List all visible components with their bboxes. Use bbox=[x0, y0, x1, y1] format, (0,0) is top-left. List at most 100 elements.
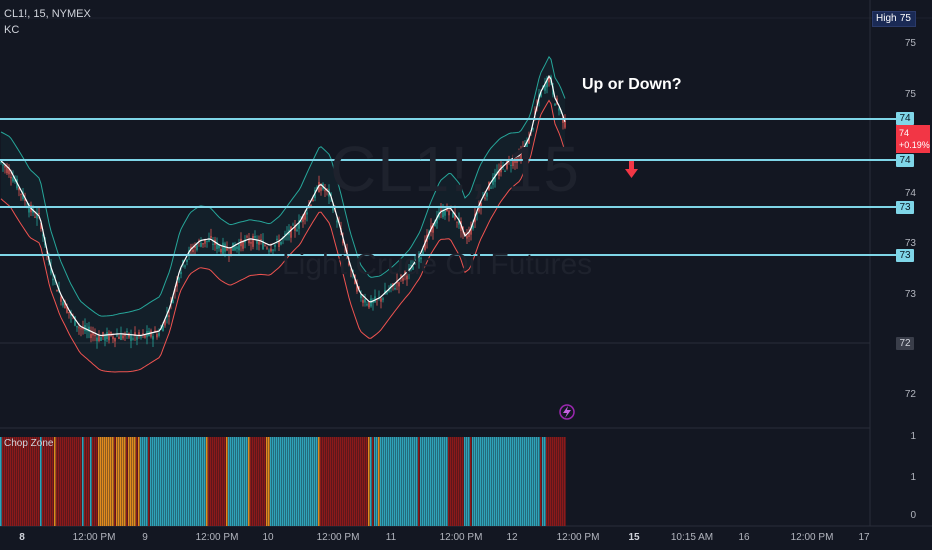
candle-body bbox=[80, 328, 82, 330]
chop-zone-bar bbox=[552, 437, 554, 526]
chop-zone-bar bbox=[326, 437, 328, 526]
chop-zone-bar bbox=[32, 437, 34, 526]
candle-body bbox=[442, 209, 444, 218]
chop-zone-bar bbox=[78, 437, 80, 526]
chop-zone-bar bbox=[504, 437, 506, 526]
chop-zone-bar bbox=[502, 437, 504, 526]
candle-body bbox=[302, 215, 304, 222]
kc-middle-line bbox=[0, 75, 566, 337]
chop-zone-bar bbox=[138, 437, 140, 526]
candle-body bbox=[114, 338, 116, 342]
candle-body bbox=[504, 170, 506, 172]
chop-zone-bar bbox=[200, 437, 202, 526]
chop-zone-bars bbox=[0, 437, 566, 526]
chop-zone-bar bbox=[500, 437, 502, 526]
keltner-channel bbox=[0, 55, 566, 373]
chop-zone-bar bbox=[48, 437, 50, 526]
candle-body bbox=[484, 197, 486, 199]
chop-zone-bar bbox=[176, 437, 178, 526]
candle-body bbox=[276, 238, 278, 241]
chop-zone-bar bbox=[532, 437, 534, 526]
chop-zone-bar bbox=[446, 437, 448, 526]
watermark-name: Light Crude Oil Futures bbox=[282, 248, 593, 281]
chop-zone-bar bbox=[162, 437, 164, 526]
chop-zone-bar bbox=[498, 437, 500, 526]
high-tag: High 75 bbox=[872, 11, 916, 27]
chop-zone-bar bbox=[280, 437, 282, 526]
candle-body bbox=[266, 247, 268, 249]
chop-zone-bar bbox=[414, 437, 416, 526]
chop-zone-bar bbox=[108, 437, 110, 526]
gray-price-tag: 72 bbox=[896, 337, 914, 350]
chop-zone-bar bbox=[434, 437, 436, 526]
chop-zone-bar bbox=[328, 437, 330, 526]
candle-body bbox=[476, 212, 478, 215]
chop-zone-bar bbox=[522, 437, 524, 526]
candle-body bbox=[62, 302, 64, 306]
chop-zone-bar bbox=[360, 437, 362, 526]
candle-body bbox=[478, 207, 480, 212]
chop-zone-bar bbox=[262, 437, 264, 526]
candle-body bbox=[294, 224, 296, 231]
chop-zone-bar bbox=[252, 437, 254, 526]
candle-body bbox=[248, 238, 250, 244]
chop-zone-bar bbox=[132, 437, 134, 526]
chop-zone-bar bbox=[320, 437, 322, 526]
lightning-icon[interactable] bbox=[559, 404, 575, 420]
chop-zone-bar bbox=[70, 437, 72, 526]
chop-zone-bar bbox=[16, 437, 18, 526]
chop-zone-bar bbox=[214, 437, 216, 526]
candle-body bbox=[168, 315, 170, 318]
chop-zone-bar bbox=[112, 437, 114, 526]
chop-zone-bar bbox=[472, 437, 474, 526]
chop-zone-bar bbox=[540, 437, 542, 526]
candle-body bbox=[100, 337, 102, 341]
symbol-legend[interactable]: CL1!, 15, NYMEX bbox=[4, 8, 91, 20]
chop-zone-bar bbox=[398, 437, 400, 526]
level-tag: 73 bbox=[896, 249, 914, 262]
time-label: 12:00 PM bbox=[72, 532, 116, 543]
chop-zone-bar bbox=[374, 437, 376, 526]
chop-zone-bar bbox=[50, 437, 52, 526]
candle-body bbox=[518, 152, 520, 157]
level-tag: 74 bbox=[896, 112, 914, 125]
chop-zone-bar bbox=[146, 437, 148, 526]
chop-zone-bar bbox=[424, 437, 426, 526]
candle-body bbox=[34, 216, 36, 218]
chop-zone-bar bbox=[536, 437, 538, 526]
chop-zone-bar bbox=[8, 437, 10, 526]
candle-body bbox=[12, 177, 14, 182]
candle-body bbox=[130, 334, 132, 341]
candle-body bbox=[434, 220, 436, 227]
chop-zone-bar bbox=[558, 437, 560, 526]
candle-body bbox=[8, 168, 10, 175]
candle-body bbox=[120, 333, 122, 340]
candle-body bbox=[296, 229, 298, 231]
chop-zone-bar bbox=[344, 437, 346, 526]
chop-zone-bar bbox=[220, 437, 222, 526]
candle-body bbox=[394, 288, 396, 290]
chop-zone-bar bbox=[346, 437, 348, 526]
candle-body bbox=[532, 128, 534, 130]
candle-body bbox=[374, 296, 376, 303]
chop-zone-bar bbox=[554, 437, 556, 526]
candle-body bbox=[178, 277, 180, 281]
chop-zone-bar bbox=[130, 437, 132, 526]
chop-zone-bar bbox=[410, 437, 412, 526]
indicator-legend[interactable]: KC bbox=[4, 24, 20, 36]
chop-zone-title[interactable]: Chop Zone bbox=[4, 438, 54, 449]
chop-zone-bar bbox=[260, 437, 262, 526]
candle-body bbox=[290, 226, 292, 238]
chop-zone-bar bbox=[288, 437, 290, 526]
chop-zone-bar bbox=[226, 437, 228, 526]
chop-zone-bar bbox=[430, 437, 432, 526]
candle-body bbox=[324, 190, 326, 192]
candle-body bbox=[210, 235, 212, 238]
chop-zone-bar bbox=[560, 437, 562, 526]
candle-body bbox=[82, 327, 84, 330]
chop-zone-bar bbox=[122, 437, 124, 526]
candle-body bbox=[144, 335, 146, 338]
chop-zone-bar bbox=[198, 437, 200, 526]
candle-body bbox=[342, 238, 344, 244]
candle-body bbox=[468, 232, 470, 237]
